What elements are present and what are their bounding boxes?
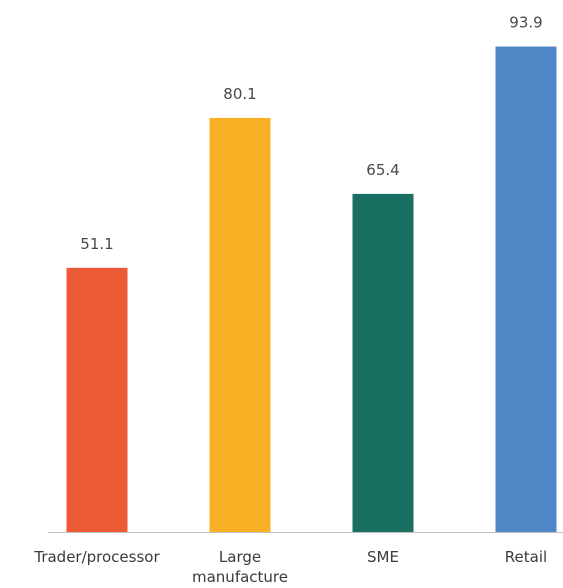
data-label-1: 80.1 (223, 85, 256, 103)
bar-3 (495, 46, 557, 533)
data-label-2: 65.4 (366, 161, 399, 179)
tick-label-0: Trader/processor (33, 548, 160, 566)
tick-label-2: SME (367, 548, 399, 566)
bar-2 (352, 193, 414, 532)
tick-label-line-2-0: SME (367, 548, 399, 566)
tick-label-line-3-0: Retail (505, 548, 547, 566)
value-labels-layer: 51.1 80.1 65.4 93.9 (80, 14, 542, 253)
tick-label-line-0-0: Trader/processor (33, 548, 160, 566)
bars-layer (66, 46, 557, 533)
category-labels-layer: Trader/processor Large manufacture SME Retai… (33, 548, 547, 586)
tick-label-line-1-1: manufacture (192, 568, 288, 586)
data-label-3: 93.9 (509, 14, 542, 32)
bar-0 (66, 267, 128, 532)
data-label-0: 51.1 (80, 235, 113, 253)
tick-label-3: Retail (505, 548, 547, 566)
tick-label-line-1-0: Large (219, 548, 261, 566)
bar-1 (209, 117, 271, 533)
tick-label-1: Large manufacture (192, 548, 288, 586)
